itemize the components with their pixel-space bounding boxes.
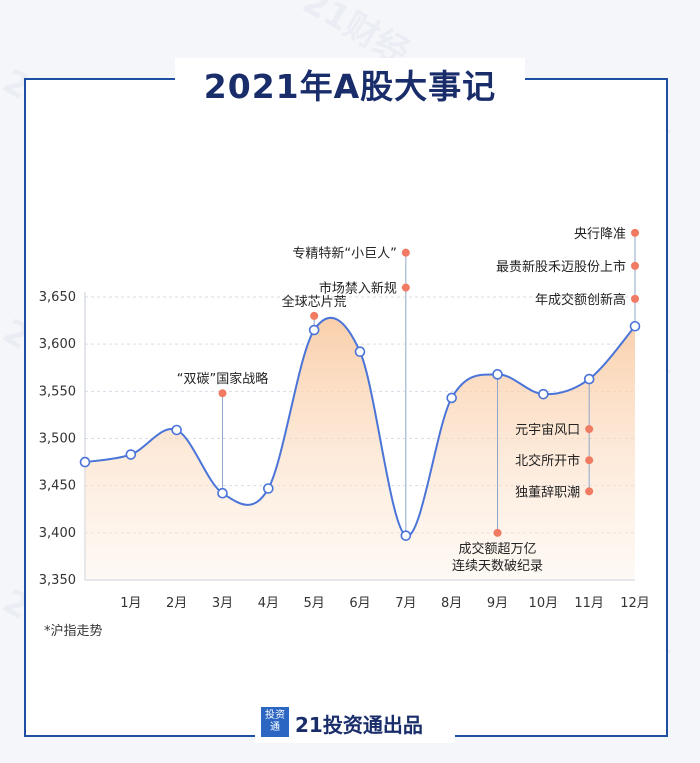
annotation-label: 连续天数破纪录 (452, 558, 543, 574)
chart-note: *沪指走势 (44, 624, 103, 639)
brand-logo-text: 投资通 (265, 710, 285, 733)
annotation-dot (401, 283, 410, 292)
annotation-dot (631, 261, 639, 270)
annotation-label: 年成交额创新高 (535, 292, 626, 308)
x-tick-label: 8月 (441, 596, 462, 611)
data-point (629, 320, 641, 332)
annotation-label: 全球芯片荒 (282, 294, 347, 310)
title-box: 2021年A股大事记 (175, 58, 525, 116)
data-point (308, 324, 320, 336)
x-tick-label: 3月 (212, 596, 233, 611)
brand-name: 21投资通出品 (295, 713, 423, 737)
x-axis: 1月 2月 3月 4月 5月 6月 7月 8月 9月 10月 11月 12月 (120, 596, 650, 611)
annotation-label: 独董辞职潮 (515, 485, 580, 500)
data-points (79, 320, 641, 541)
y-tick-label: 3,400 (39, 526, 76, 541)
annotation-dot (585, 487, 594, 496)
data-point (171, 424, 182, 436)
annotations: “双碳”国家战略 全球芯片荒 专精特新“小巨人” 市场禁入新规成交额超万亿连续天数破纪… (177, 227, 639, 574)
data-point (583, 373, 595, 385)
y-tick-label: 3,550 (39, 384, 76, 399)
data-point (400, 530, 412, 541)
y-tick-label: 3,350 (39, 573, 76, 588)
y-tick-label: 3,650 (39, 290, 76, 305)
annotation-dot (493, 528, 502, 537)
data-point (79, 456, 91, 468)
x-tick-label: 11月 (574, 596, 604, 611)
annotation-label: 成交额超万亿 (458, 541, 536, 557)
x-tick-label: 6月 (349, 596, 370, 611)
x-tick-label: 9月 (487, 596, 508, 611)
area-path (85, 317, 635, 580)
annotation-dot (631, 294, 639, 303)
x-tick-label: 1月 (120, 596, 141, 611)
annotation-label: 央行降准 (574, 227, 626, 242)
x-tick-label: 7月 (395, 596, 416, 611)
y-tick-label: 3,450 (39, 479, 76, 494)
annotation-label: 专精特新“小巨人” (292, 246, 396, 262)
data-point (446, 392, 457, 404)
x-tick-label: 4月 (258, 596, 279, 611)
annotation-label: 北交所开市 (515, 453, 580, 469)
annotation-dot (631, 228, 639, 237)
page-title: 2021年A股大事记 (203, 67, 497, 106)
data-point (492, 369, 503, 380)
footer: 投资通 21投资通出品 (255, 703, 455, 743)
y-tick-label: 3,600 (39, 337, 76, 352)
data-point (354, 346, 366, 358)
annotation-label: 最贵新股禾迈股份上市 (496, 259, 626, 275)
annotation-label: 元宇宙风口 (515, 423, 580, 438)
data-point (538, 388, 549, 400)
x-tick-label: 10月 (529, 596, 559, 611)
annotation-dot (585, 456, 594, 465)
data-point (125, 449, 137, 460)
y-tick-label: 3,500 (39, 432, 76, 447)
annotation-dot (310, 311, 319, 320)
annotation-dot (401, 248, 410, 257)
data-point (217, 487, 228, 499)
annotation-dot (585, 425, 594, 434)
x-tick-label: 5月 (304, 596, 325, 611)
annotation-label: “双碳”国家战略 (177, 371, 268, 387)
data-point (263, 483, 274, 494)
brand-logo: 投资通 (261, 707, 289, 737)
annotation-dot (218, 389, 227, 398)
y-axis: 3,350 3,400 3,450 3,500 3,550 3,600 3,650 (39, 290, 635, 588)
annotation-label: 市场禁入新规 (319, 281, 397, 297)
x-tick-label: 2月 (166, 596, 187, 611)
area-fill (85, 317, 635, 580)
x-tick-label: 12月 (620, 596, 650, 611)
